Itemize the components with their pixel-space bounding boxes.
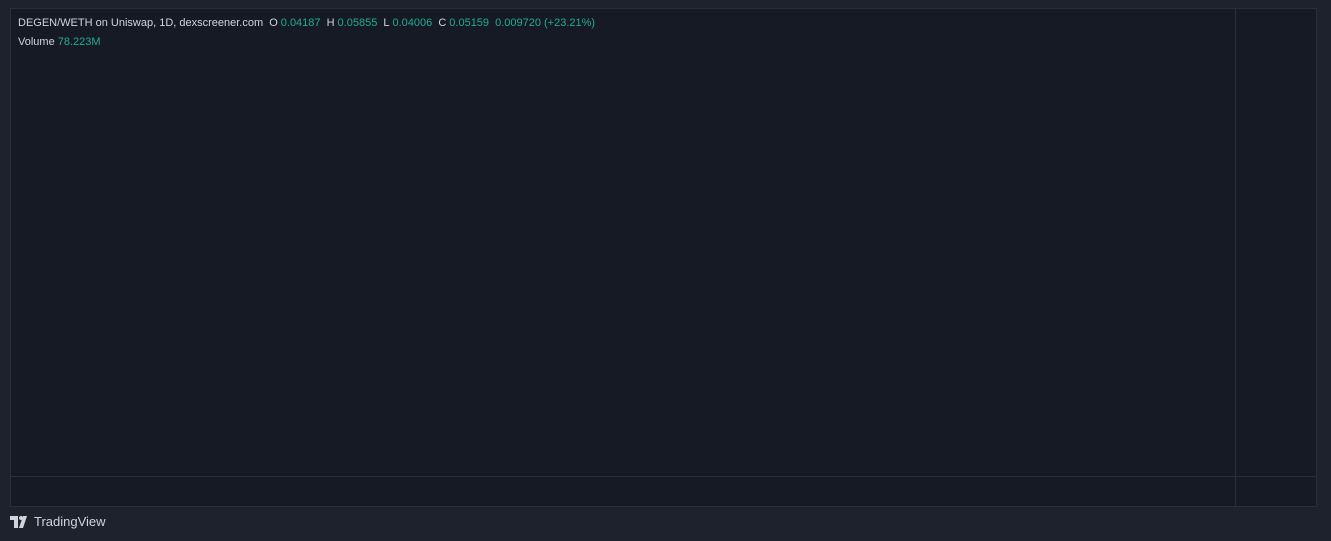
symbol: DEGEN/WETH on Uniswap, 1D, dexscreener.c…	[18, 17, 264, 29]
o-label: O	[269, 17, 278, 29]
l-label: L	[383, 17, 390, 29]
o-value: 0.04187	[280, 17, 321, 29]
brand: TradingView	[34, 514, 106, 529]
c-value: 0.05159	[449, 17, 490, 29]
legend-line: DEGEN/WETH on Uniswap, 1D, dexscreener.c…	[18, 17, 598, 29]
brand-logo	[10, 515, 27, 528]
chart-panel	[10, 8, 1317, 507]
volume-title: Volume	[18, 36, 55, 48]
c-label: C	[438, 17, 447, 29]
h-value: 0.05855	[337, 17, 378, 29]
l-value: 0.04006	[392, 17, 433, 29]
volume-legend: Volume 78.223M	[18, 36, 104, 48]
h-label: H	[326, 17, 335, 29]
volume-value: 78.223M	[57, 36, 101, 48]
change-pct: (+23.21%)	[544, 17, 596, 29]
footer[interactable]: TradingView	[10, 514, 106, 529]
change: 0.009720	[495, 17, 541, 29]
